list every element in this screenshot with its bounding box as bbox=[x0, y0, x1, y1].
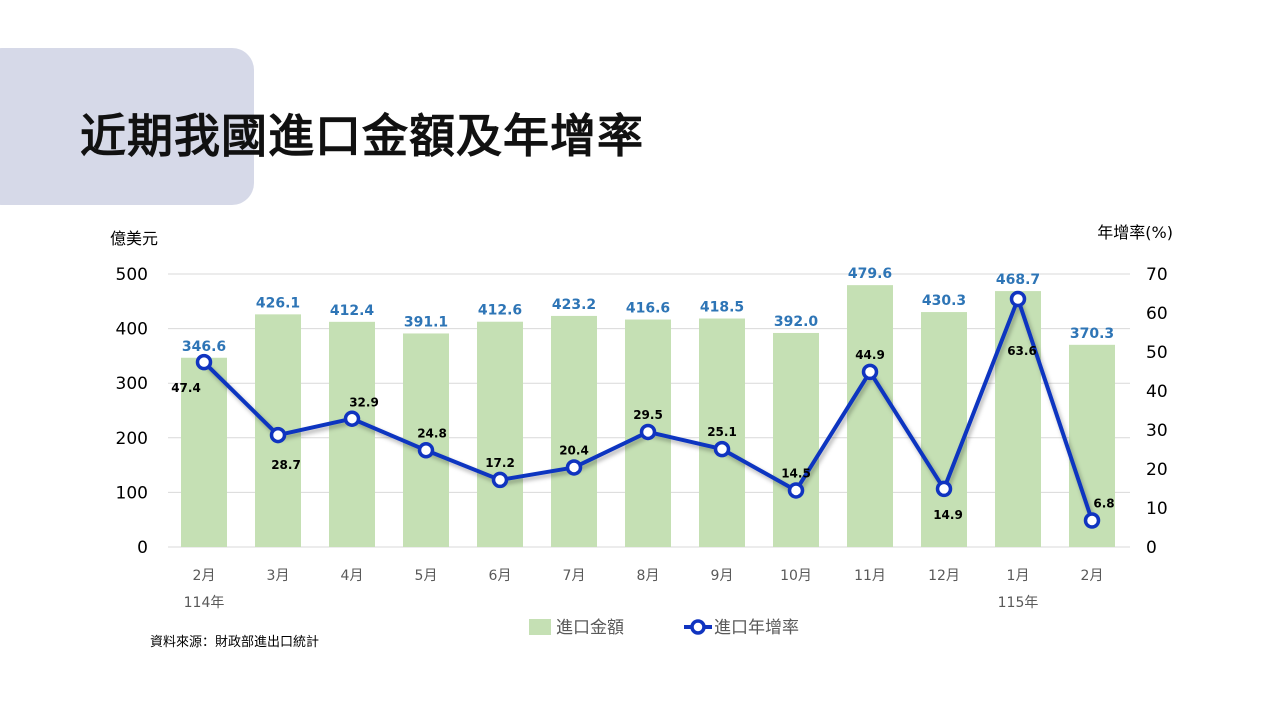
rate-marker bbox=[269, 426, 287, 444]
bar bbox=[921, 312, 967, 547]
x-tick-label: 6月 bbox=[489, 568, 512, 584]
left-tick-label: 500 bbox=[116, 265, 148, 285]
rate-value-label: 29.5 bbox=[633, 408, 663, 422]
rate-marker bbox=[417, 442, 435, 459]
rate-value-label: 32.9 bbox=[349, 396, 379, 410]
right-tick-label: 10 bbox=[1146, 499, 1168, 519]
x-tick-label: 3月 bbox=[267, 568, 290, 584]
left-tick-label: 200 bbox=[116, 429, 148, 449]
rate-value-label: 20.4 bbox=[559, 443, 589, 457]
left-tick-label: 0 bbox=[137, 538, 148, 558]
rate-marker bbox=[491, 471, 509, 489]
bar-value-label: 430.3 bbox=[922, 293, 966, 309]
x-tick-label: 1月 bbox=[1007, 568, 1030, 584]
rate-marker bbox=[861, 363, 879, 381]
rate-marker bbox=[195, 353, 213, 371]
bar-value-label: 392.0 bbox=[774, 314, 819, 330]
bar bbox=[847, 285, 893, 547]
bar bbox=[403, 333, 449, 547]
left-tick-label: 100 bbox=[116, 483, 148, 503]
rate-marker bbox=[565, 459, 583, 476]
left-axis-label: 億美元 bbox=[110, 229, 158, 248]
x-tick-label: 4月 bbox=[341, 568, 364, 584]
right-tick-label: 60 bbox=[1146, 304, 1168, 324]
left-tick-label: 400 bbox=[116, 320, 148, 340]
bar-value-label: 479.6 bbox=[848, 266, 892, 282]
rate-value-label: 44.9 bbox=[855, 348, 885, 362]
rate-marker bbox=[343, 410, 361, 427]
bar-value-label: 391.1 bbox=[404, 314, 448, 330]
rate-value-label: 47.4 bbox=[171, 381, 201, 395]
rate-value-label: 14.5 bbox=[781, 466, 811, 480]
year-label: 114年 bbox=[184, 595, 225, 611]
rate-marker bbox=[935, 480, 953, 498]
right-tick-label: 30 bbox=[1146, 421, 1168, 441]
legend-bar-swatch bbox=[529, 619, 551, 635]
right-tick-label: 20 bbox=[1146, 460, 1168, 480]
bar-value-label: 370.3 bbox=[1070, 326, 1114, 342]
x-tick-label: 11月 bbox=[854, 568, 886, 584]
rate-marker bbox=[639, 423, 657, 441]
bar-value-label: 412.6 bbox=[478, 303, 522, 319]
rate-marker bbox=[1083, 512, 1101, 529]
x-tick-label: 9月 bbox=[711, 568, 734, 584]
page-title: 近期我國進口金額及年增率 bbox=[80, 109, 644, 163]
bar bbox=[551, 315, 597, 547]
rate-value-label: 17.2 bbox=[485, 456, 515, 470]
rate-value-label: 28.7 bbox=[271, 458, 301, 472]
x-tick-label: 2月 bbox=[193, 568, 216, 584]
bar bbox=[773, 332, 819, 547]
bar bbox=[181, 357, 227, 547]
rate-value-label: 6.8 bbox=[1093, 496, 1114, 510]
rate-marker bbox=[713, 440, 731, 458]
x-tick-label: 10月 bbox=[780, 568, 812, 584]
bar-value-label: 426.1 bbox=[256, 295, 300, 311]
year-label: 115年 bbox=[998, 595, 1039, 611]
bar-value-label: 346.6 bbox=[182, 339, 226, 355]
rate-value-label: 63.6 bbox=[1007, 344, 1037, 358]
bar bbox=[477, 321, 523, 547]
right-tick-label: 50 bbox=[1146, 343, 1168, 363]
x-tick-label: 7月 bbox=[563, 568, 586, 584]
right-tick-label: 70 bbox=[1146, 265, 1168, 285]
bar-value-label: 423.2 bbox=[552, 297, 596, 313]
bar-value-label: 468.7 bbox=[996, 272, 1040, 288]
rate-value-label: 14.9 bbox=[933, 508, 963, 522]
bar bbox=[699, 318, 745, 547]
bar-value-label: 412.4 bbox=[330, 303, 375, 319]
source-note: 資料來源：財政部進出口統計 bbox=[150, 635, 320, 650]
legend-line-label: 進口年增率 bbox=[714, 618, 799, 638]
x-tick-label: 5月 bbox=[415, 568, 438, 584]
left-tick-label: 300 bbox=[116, 374, 148, 394]
rate-value-label: 24.8 bbox=[417, 426, 447, 440]
rate-marker bbox=[787, 482, 805, 499]
x-tick-label: 2月 bbox=[1081, 568, 1104, 584]
legend-line-marker bbox=[690, 619, 706, 635]
title-background bbox=[0, 48, 254, 205]
right-tick-label: 40 bbox=[1146, 382, 1168, 402]
rate-value-label: 25.1 bbox=[707, 425, 737, 439]
x-tick-label: 8月 bbox=[637, 568, 660, 584]
bar bbox=[329, 321, 375, 547]
right-axis-label: 年增率(%) bbox=[1097, 223, 1173, 242]
bar-value-label: 416.6 bbox=[626, 301, 670, 317]
bar-value-label: 418.5 bbox=[700, 299, 744, 315]
x-tick-label: 12月 bbox=[928, 568, 960, 584]
bar bbox=[995, 291, 1041, 547]
rate-marker bbox=[1009, 290, 1027, 308]
right-tick-label: 0 bbox=[1146, 538, 1157, 558]
legend-bar-label: 進口金額 bbox=[556, 618, 624, 638]
